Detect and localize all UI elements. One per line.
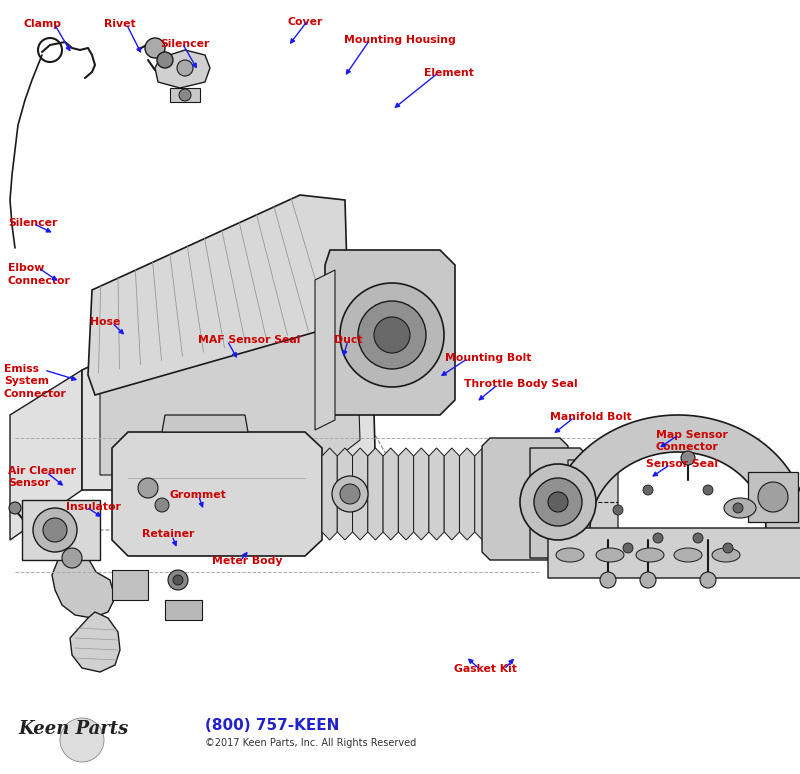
Circle shape (340, 484, 360, 504)
Text: Keen Parts: Keen Parts (18, 720, 128, 738)
Polygon shape (22, 500, 100, 560)
Text: Duct: Duct (334, 335, 363, 345)
Circle shape (168, 570, 188, 590)
Circle shape (643, 485, 653, 495)
Polygon shape (338, 448, 353, 540)
Polygon shape (112, 570, 148, 600)
Text: (800) 757-KEEN: (800) 757-KEEN (205, 718, 339, 733)
Ellipse shape (636, 548, 664, 562)
Circle shape (600, 572, 616, 588)
Polygon shape (548, 415, 800, 530)
Text: Gasket Kit: Gasket Kit (454, 664, 518, 674)
Circle shape (145, 38, 165, 58)
Polygon shape (490, 448, 528, 540)
Circle shape (520, 464, 596, 540)
Text: Silencer: Silencer (8, 218, 58, 228)
Polygon shape (88, 195, 348, 395)
Circle shape (681, 451, 695, 465)
Polygon shape (165, 600, 202, 620)
Text: Insulator: Insulator (66, 502, 121, 512)
Text: Manifold Bolt: Manifold Bolt (550, 412, 632, 422)
Circle shape (177, 60, 193, 76)
Circle shape (332, 476, 368, 512)
Polygon shape (82, 260, 375, 490)
Polygon shape (482, 438, 568, 560)
Circle shape (157, 52, 173, 68)
Circle shape (548, 492, 568, 512)
Polygon shape (429, 448, 444, 540)
Circle shape (693, 533, 703, 543)
Text: Grommet: Grommet (170, 490, 226, 500)
Polygon shape (70, 612, 120, 672)
Polygon shape (315, 270, 335, 430)
Ellipse shape (596, 548, 624, 562)
Circle shape (653, 533, 663, 543)
Text: Mounting Bolt: Mounting Bolt (445, 353, 531, 363)
Text: Element: Element (424, 68, 474, 78)
Polygon shape (325, 250, 455, 415)
Text: Cover: Cover (288, 17, 323, 27)
Polygon shape (398, 448, 414, 540)
Polygon shape (444, 448, 459, 540)
Polygon shape (322, 448, 338, 540)
Text: Silencer: Silencer (160, 39, 210, 49)
Polygon shape (383, 448, 398, 540)
Ellipse shape (712, 548, 740, 562)
Polygon shape (353, 448, 368, 540)
Circle shape (179, 89, 191, 101)
Text: Retainer: Retainer (142, 529, 194, 539)
Text: Elbow
Connector: Elbow Connector (8, 263, 71, 286)
Circle shape (703, 485, 713, 495)
Polygon shape (170, 88, 200, 102)
Circle shape (374, 317, 410, 353)
Polygon shape (414, 448, 429, 540)
Circle shape (534, 478, 582, 526)
Text: Mounting Housing: Mounting Housing (344, 35, 456, 45)
Circle shape (733, 503, 743, 513)
Text: Air Cleaner
Sensor: Air Cleaner Sensor (8, 466, 76, 488)
Polygon shape (748, 472, 798, 522)
Circle shape (138, 478, 158, 498)
Text: MAF Sensor Seal: MAF Sensor Seal (198, 335, 301, 345)
Circle shape (60, 718, 104, 762)
Circle shape (43, 518, 67, 542)
Polygon shape (10, 370, 82, 540)
Text: Emiss
System
Connector: Emiss System Connector (4, 364, 67, 399)
Text: Rivet: Rivet (104, 19, 136, 29)
Polygon shape (459, 448, 474, 540)
Text: Map Sensor
Connector: Map Sensor Connector (656, 430, 728, 452)
Polygon shape (162, 415, 248, 432)
Circle shape (155, 498, 169, 512)
Circle shape (340, 283, 444, 387)
Circle shape (613, 505, 623, 515)
Ellipse shape (674, 548, 702, 562)
Circle shape (758, 482, 788, 512)
Circle shape (358, 301, 426, 369)
Text: Throttle Body Seal: Throttle Body Seal (464, 379, 578, 389)
Text: Meter Body: Meter Body (212, 556, 282, 566)
Text: Clamp: Clamp (24, 19, 62, 29)
Text: Sensor Seal: Sensor Seal (646, 459, 718, 469)
Circle shape (700, 572, 716, 588)
Ellipse shape (724, 498, 756, 518)
Polygon shape (368, 448, 383, 540)
Circle shape (62, 548, 82, 568)
Polygon shape (52, 555, 115, 618)
Circle shape (623, 543, 633, 553)
Circle shape (33, 508, 77, 552)
Polygon shape (548, 528, 800, 578)
Ellipse shape (556, 548, 584, 562)
Circle shape (173, 575, 183, 585)
Polygon shape (155, 50, 210, 88)
Circle shape (640, 572, 656, 588)
Circle shape (9, 502, 21, 514)
Circle shape (723, 543, 733, 553)
Polygon shape (100, 280, 360, 475)
Polygon shape (530, 448, 592, 558)
Polygon shape (474, 448, 490, 540)
Text: Hose: Hose (90, 317, 120, 327)
Polygon shape (112, 432, 322, 556)
Text: ©2017 Keen Parts, Inc. All Rights Reserved: ©2017 Keen Parts, Inc. All Rights Reserv… (205, 738, 416, 748)
Polygon shape (568, 460, 618, 548)
